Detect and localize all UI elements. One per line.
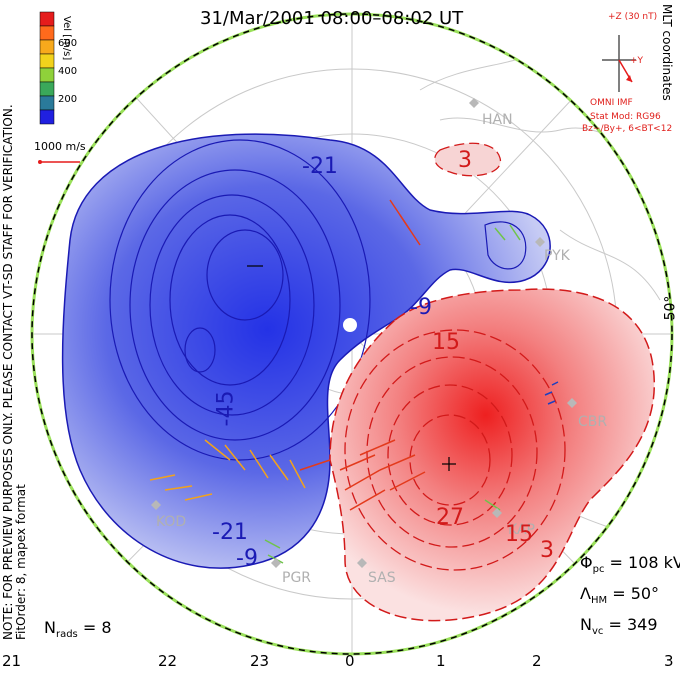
stat-n-rads: Nrads = 8 xyxy=(44,618,112,641)
stat-lambda-hm-value: 50° xyxy=(630,584,660,603)
potential-maximum-marker xyxy=(442,457,456,471)
contour-label-pos-3b: 3 xyxy=(540,538,554,563)
magnetic-pole-marker xyxy=(343,318,357,332)
imf-source: OMNI IMF xyxy=(590,98,633,108)
contour-label-neg-9: -9 xyxy=(236,546,258,571)
dusk-convection-cell xyxy=(61,133,551,569)
stat-phi-pc: Φpc = 108 kV xyxy=(580,553,680,575)
mlt-tick-0: 0 xyxy=(345,652,355,670)
imf-z-label: +Z (30 nT) xyxy=(608,12,658,22)
vector-scale-label: 1000 m/s xyxy=(34,140,86,153)
stat-phi-pc-value: 108 kV xyxy=(628,553,680,572)
contour-label-pos-27: 27 xyxy=(436,505,464,530)
mlt-tick-2: 2 xyxy=(532,652,542,670)
station-pgr: PGR xyxy=(282,570,312,586)
stat-n-rads-value: 8 xyxy=(101,618,112,637)
station-markers xyxy=(151,98,577,568)
station-han: HAN xyxy=(482,112,513,128)
station-cbr: CBR xyxy=(578,414,608,430)
colorbar-tick-400: 400 xyxy=(58,66,78,77)
station-sas: SAS xyxy=(368,570,396,586)
mlt-tick-22: 22 xyxy=(158,652,178,670)
contour-label-neg-21: -21 xyxy=(302,154,338,179)
velocity-colorbar xyxy=(39,11,55,125)
preview-note: NOTE: FOR PREVIEW PURPOSES ONLY. PLEASE … xyxy=(1,104,28,640)
colorbar-tick-200: 200 xyxy=(58,94,78,105)
station-pyk: PYK xyxy=(544,248,570,264)
stat-n-vc: Nvc = 349 xyxy=(580,615,658,638)
contour-label-pos-3a: 3 xyxy=(458,148,472,173)
imf-y-label: +Y xyxy=(630,56,644,66)
mlt-tick-1: 1 xyxy=(436,652,446,670)
coordinate-system-label: MLT coordinates xyxy=(660,4,674,101)
plot-title: 31/Mar/2001 08:00–08:02 UT xyxy=(200,8,464,29)
imf-model: Stat Mod: RG96 xyxy=(590,112,661,122)
contour-label-neg-45: -45 xyxy=(213,390,239,427)
contour-label-neg-21b: -21 xyxy=(212,520,248,545)
imf-condition: Bz−/By+, 6<BT<12 xyxy=(582,124,673,134)
mlt-tick-21: 21 xyxy=(2,652,22,670)
mlt-tick-23: 23 xyxy=(250,652,270,670)
stat-n-vc-value: 349 xyxy=(626,615,658,634)
station-kap: KAP xyxy=(508,522,535,538)
contour-label-pos-15b: 15 xyxy=(505,522,533,547)
contour-label-pos-15: 15 xyxy=(432,330,460,355)
imf-clock xyxy=(602,35,636,92)
stat-lambda-hm: ΛHM = 50° xyxy=(580,584,660,607)
colorbar-tick-600: 600 xyxy=(58,38,78,49)
velocity-vectors xyxy=(149,199,559,564)
mlt-tick-3: 3 xyxy=(664,652,674,670)
dawn-convection-cell xyxy=(329,142,655,622)
contour-label-neg-9b: -9 xyxy=(410,295,432,320)
note-line-2: FitOrder: 8, mapex format xyxy=(14,484,28,640)
station-kod: KOD xyxy=(156,514,187,530)
latitude-label: 50° xyxy=(662,295,679,321)
